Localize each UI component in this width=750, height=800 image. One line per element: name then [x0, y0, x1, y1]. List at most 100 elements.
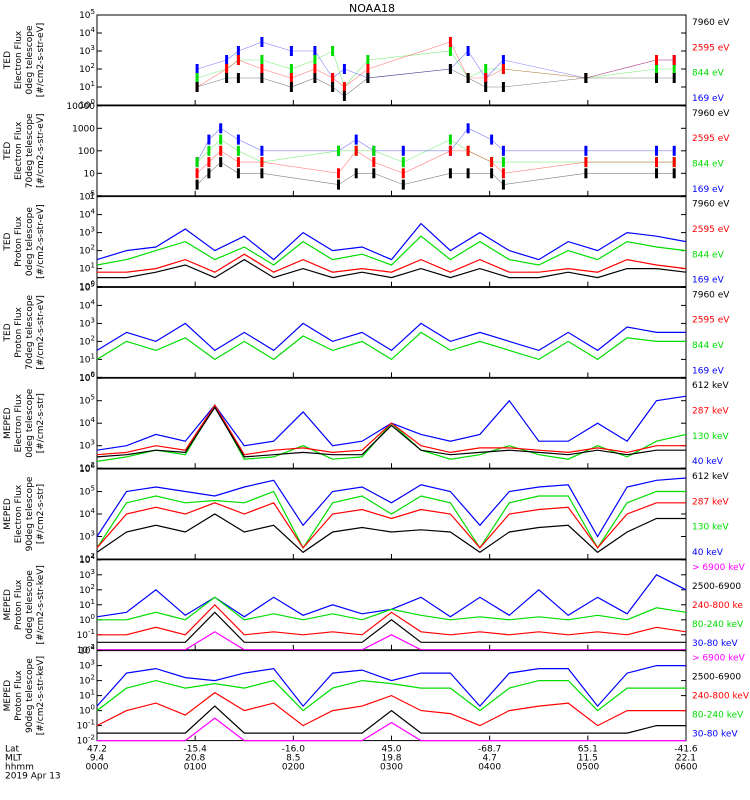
y-tick-label: 10-2	[77, 643, 95, 656]
y-label-line: [#/cm2-s-str]	[36, 393, 46, 453]
series-line	[96, 235, 687, 266]
y-tick-label: 106	[79, 371, 95, 384]
y-label-line: 0deg telescope	[25, 25, 35, 95]
legend-entry: 169 eV	[692, 94, 725, 104]
y-tick-label: 103	[79, 226, 95, 239]
data-point	[672, 64, 676, 74]
panel-4: 100 101 102 103 104 105 TED Proton Flux 70deg te…	[3, 280, 730, 383]
legend-entry: 240-800 ke	[692, 601, 743, 611]
legend-entry: 40 keV	[692, 457, 724, 467]
data-point	[331, 46, 335, 56]
data-point	[195, 179, 199, 190]
data-point	[236, 145, 240, 156]
y-label-line: Electron Flux	[14, 121, 24, 180]
legend-entry: 2595 eV	[692, 316, 730, 326]
data-point	[466, 168, 470, 179]
y-tick-label: 10-2	[77, 734, 95, 747]
data-point	[219, 157, 223, 168]
series-line	[96, 513, 686, 554]
y-tick-label: 104	[79, 26, 95, 39]
legend-entry: 2595 eV	[692, 225, 730, 235]
y-axis-label: MEPED Electron Flux 0deg telescope [#/cm2-s…	[3, 388, 46, 458]
y-label-line: [#/cm2-s-str-eV]	[36, 114, 46, 189]
legend-entry: 7960 eV	[692, 290, 730, 300]
data-point	[401, 145, 405, 156]
y-label-line: [#/cm2-s-str]	[36, 484, 46, 544]
series-line	[96, 665, 686, 708]
data-point	[337, 179, 340, 190]
footer-value: 22.1	[676, 753, 696, 763]
y-tick-label: 100	[79, 98, 95, 111]
footer-date: 2019 Apr 13	[5, 771, 61, 781]
y-tick-label: 102	[79, 674, 95, 687]
y-tick-label: 103	[79, 439, 95, 452]
data-point	[337, 168, 340, 179]
series-line	[196, 41, 675, 88]
data-point	[289, 64, 293, 74]
data-point	[236, 55, 240, 65]
data-point	[490, 134, 494, 145]
footer-value: 4.7	[483, 753, 497, 763]
legend-entry: 130 keV	[692, 432, 729, 442]
data-point	[313, 46, 317, 56]
y-tick-label: 10000	[66, 102, 95, 112]
y-tick-label: 104	[79, 507, 95, 520]
legend-entry: 30-80 keV	[692, 639, 738, 649]
data-point	[584, 73, 588, 83]
data-point	[655, 73, 658, 83]
y-label-line: [#/cm2-s-str-eV]	[36, 204, 46, 279]
legend-entry: 240-800 keV	[692, 692, 750, 702]
series-line	[196, 139, 675, 163]
y-tick-label: 1	[89, 192, 95, 202]
data-point	[331, 73, 335, 83]
y-tick-label: 1000	[72, 124, 95, 134]
legend-entry: > 6900 keV	[692, 563, 746, 573]
footer-value: 45.0	[381, 744, 401, 754]
panel-frame	[96, 14, 687, 106]
y-label-line: [#/cm2-s-str-eV]	[36, 295, 46, 370]
data-point	[448, 37, 452, 47]
data-point	[672, 55, 676, 65]
data-point	[313, 64, 317, 74]
y-label-line: 0deg telescope	[25, 388, 35, 458]
y-tick-label: 101	[79, 352, 95, 365]
data-point	[484, 73, 488, 83]
legend-entry: 30-80 keV	[692, 730, 738, 740]
data-point	[672, 157, 676, 168]
footer-value: 0200	[282, 762, 305, 772]
y-tick-label: 105	[79, 394, 95, 407]
series-line	[96, 322, 686, 352]
data-point	[501, 64, 505, 74]
footer-value: 0600	[675, 762, 698, 772]
panel-frame	[96, 559, 687, 651]
data-point	[195, 82, 199, 92]
legend-entry: 169 eV	[692, 276, 725, 286]
footer-row-label: MLT	[5, 753, 23, 763]
data-point	[207, 145, 211, 156]
footer-row-label: hhmm	[5, 762, 34, 772]
y-tick-label: 100	[79, 613, 95, 626]
y-label-line: 90deg telescope	[25, 658, 35, 733]
data-point	[401, 168, 405, 179]
data-point	[195, 168, 199, 179]
data-point	[672, 73, 676, 83]
y-tick-label: 102	[79, 552, 95, 565]
series-line	[96, 679, 686, 712]
legend-entry: 40 keV	[692, 548, 724, 558]
legend-entry: > 6900 keV	[692, 654, 746, 664]
data-point	[260, 37, 264, 47]
data-point	[225, 64, 229, 74]
data-point	[289, 82, 293, 92]
y-tick-label: 103	[79, 568, 95, 581]
y-axis-label: TED Proton Flux 0deg telescope [#/cm2-s-str…	[3, 204, 46, 279]
legend-entry: 2595 eV	[692, 43, 730, 53]
data-point	[366, 73, 370, 83]
series-line	[97, 705, 686, 734]
y-label-line: Proton Flux	[14, 579, 24, 630]
legend-entry: 844 eV	[692, 160, 725, 170]
data-point	[501, 157, 505, 168]
y-tick-label: 105	[79, 280, 95, 293]
data-point	[366, 55, 370, 65]
y-tick-label: 103	[79, 659, 95, 672]
